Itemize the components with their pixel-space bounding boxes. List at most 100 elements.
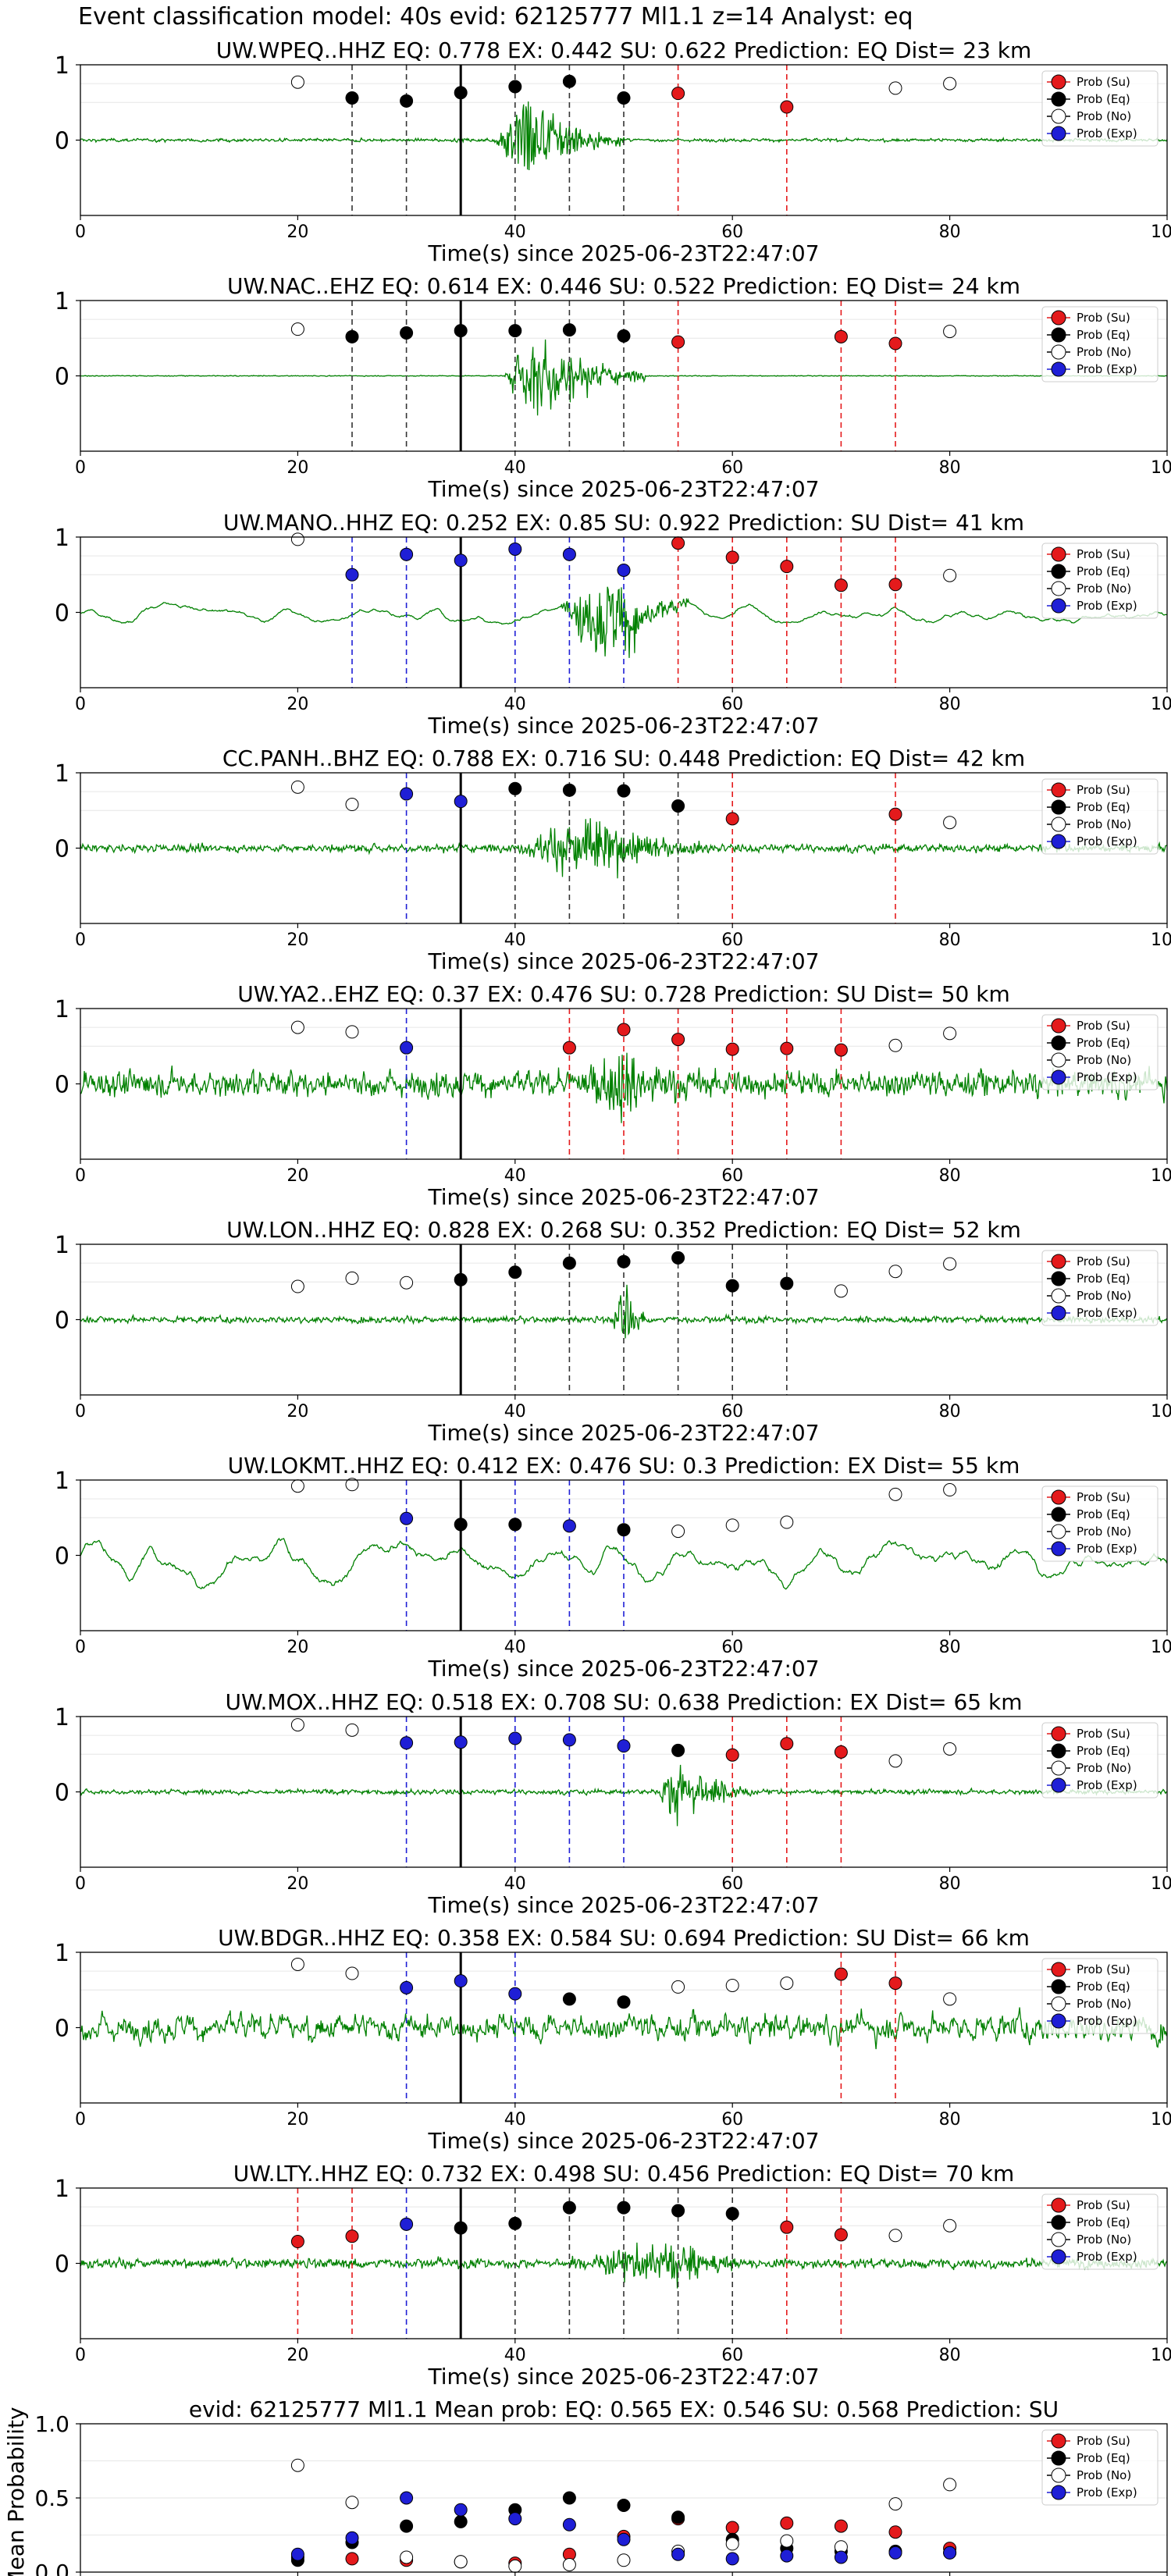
legend-label-eq: Prob (Eq): [1077, 1036, 1130, 1050]
legend-marker-exp: [1051, 1541, 1066, 1557]
prob-point-su: [888, 336, 902, 350]
x-tick-label: 60: [721, 1638, 743, 1657]
legend-box: [1041, 1958, 1159, 2034]
prob-point-no: [943, 568, 957, 582]
x-tick-label: 100: [1151, 1638, 1171, 1657]
x-tick-label: 40: [504, 1166, 526, 1186]
legend-label-su: Prob (Su): [1077, 1019, 1130, 1033]
prob-point-no: [345, 1966, 359, 1980]
panel-title: UW.NAC..EHZ EQ: 0.614 EX: 0.446 SU: 0.52…: [227, 273, 1020, 299]
legend-marker-exp: [1051, 2485, 1066, 2500]
legend-marker-no: [1051, 1052, 1066, 1068]
legend-box: [1041, 2194, 1159, 2270]
prob-point-exp: [400, 1041, 414, 1055]
prob-point-su: [290, 2235, 304, 2249]
prob-point-eq: [617, 329, 631, 343]
prob-point-no: [345, 798, 359, 812]
legend-label-su: Prob (Su): [1077, 1254, 1130, 1268]
prob-point-no: [290, 780, 304, 794]
y-tick-label: 1: [55, 525, 69, 552]
prob-point-su: [725, 1748, 739, 1762]
prob-point-su: [671, 536, 685, 550]
legend-marker-exp: [1051, 1777, 1066, 1793]
prob-point-no: [888, 81, 902, 95]
prob-point-eq: [454, 86, 468, 100]
legend-label-eq: Prob (Eq): [1077, 328, 1130, 342]
mean-point-no: [888, 2497, 902, 2511]
prob-point-exp: [508, 1731, 522, 1745]
legend-box: [1041, 1722, 1159, 1799]
legend-label-su: Prob (Su): [1077, 1962, 1130, 1976]
legend-marker-su: [1051, 1962, 1066, 1977]
x-tick-label: 60: [721, 1402, 743, 1421]
x-tick-label: 80: [939, 930, 961, 950]
prob-point-no: [943, 325, 957, 339]
x-tick-label: 0: [75, 930, 86, 950]
legend-label-eq: Prob (Eq): [1077, 1272, 1130, 1286]
y-tick-label: 1.0: [34, 2411, 69, 2437]
prob-point-su: [888, 578, 902, 592]
legend-marker-no: [1051, 1288, 1066, 1304]
x-tick-label: 0: [75, 1166, 86, 1186]
panel-title: CC.PANH..BHZ EQ: 0.788 EX: 0.716 SU: 0.4…: [222, 745, 1025, 771]
prob-point-no: [671, 1525, 685, 1539]
prob-point-exp: [400, 1511, 414, 1525]
legend-label-no: Prob (No): [1077, 2468, 1131, 2482]
legend-label-su: Prob (Su): [1077, 1727, 1130, 1741]
prob-point-su: [780, 2220, 794, 2234]
prob-point-no: [943, 1742, 957, 1756]
y-tick-label: 0: [55, 1543, 69, 1571]
prob-point-eq: [617, 1523, 631, 1537]
x-tick-label: 40: [504, 458, 526, 478]
legend-marker-eq: [1051, 327, 1066, 343]
mean-point-exp: [888, 2546, 902, 2560]
mean-point-exp: [508, 2512, 522, 2526]
mean-point-su: [780, 2516, 794, 2530]
prob-point-exp: [345, 568, 359, 582]
prob-point-eq: [454, 324, 468, 338]
legend-marker-su: [1051, 1489, 1066, 1505]
legend-label-exp: Prob (Exp): [1077, 2250, 1137, 2264]
x-tick-label: 40: [504, 2110, 526, 2129]
legend-box: [1041, 70, 1159, 147]
x-tick-label: 20: [287, 1402, 308, 1421]
panel-title: UW.LOKMT..HHZ EQ: 0.412 EX: 0.476 SU: 0.…: [228, 1453, 1020, 1478]
legend-label-no: Prob (No): [1077, 1289, 1131, 1303]
legend-marker-su: [1051, 2197, 1066, 2213]
legend-marker-su: [1051, 74, 1066, 90]
x-tick-label: 80: [939, 695, 961, 714]
y-tick-label: 0: [55, 1308, 69, 1335]
mean-point-exp: [454, 2503, 468, 2517]
x-tick-label: 100: [1151, 1874, 1171, 1894]
prob-point-eq: [780, 1276, 794, 1290]
x-tick-label: 20: [287, 1166, 308, 1186]
mean-probability-panel: 0.0 0.5 1.0 evid: 62125777 Ml1.1 Mean prob:…: [3, 2396, 1168, 2576]
x-tick-label: 20: [287, 930, 308, 950]
x-tick-label: 40: [504, 1402, 526, 1421]
station-panel-2: 1 0 UW.NAC..EHZ EQ: 0.614 EX: 0.446 SU: 0.…: [55, 273, 1171, 502]
legend-box: [1041, 1014, 1159, 1091]
prob-point-no: [943, 76, 957, 91]
y-tick-label: 0: [55, 2016, 69, 2043]
prob-point-eq: [508, 781, 522, 795]
prob-point-eq: [725, 2207, 739, 2221]
mean-point-exp: [943, 2546, 957, 2560]
legend-marker-no: [1051, 1760, 1066, 1776]
legend-label-exp: Prob (Exp): [1077, 2485, 1137, 2500]
station-panel-4: 1 0 CC.PANH..BHZ EQ: 0.788 EX: 0.716 SU: 0…: [55, 745, 1171, 974]
x-tick-label: 0: [75, 1638, 86, 1657]
prob-point-eq: [617, 91, 631, 105]
legend-marker-su: [1051, 1726, 1066, 1742]
y-tick-label: 0: [55, 1072, 69, 1099]
mean-point-eq: [400, 2519, 414, 2533]
prob-point-su: [780, 100, 794, 114]
y-tick-label: 0: [55, 600, 69, 628]
prob-point-su: [725, 550, 739, 564]
x-tick-label: 40: [504, 2346, 526, 2365]
prob-point-su: [562, 1041, 576, 1055]
station-panel-7: 1 0 UW.LOKMT..HHZ EQ: 0.412 EX: 0.476 SU: …: [55, 1453, 1171, 1681]
mean-point-su: [834, 2519, 848, 2533]
prob-point-eq: [562, 323, 576, 337]
